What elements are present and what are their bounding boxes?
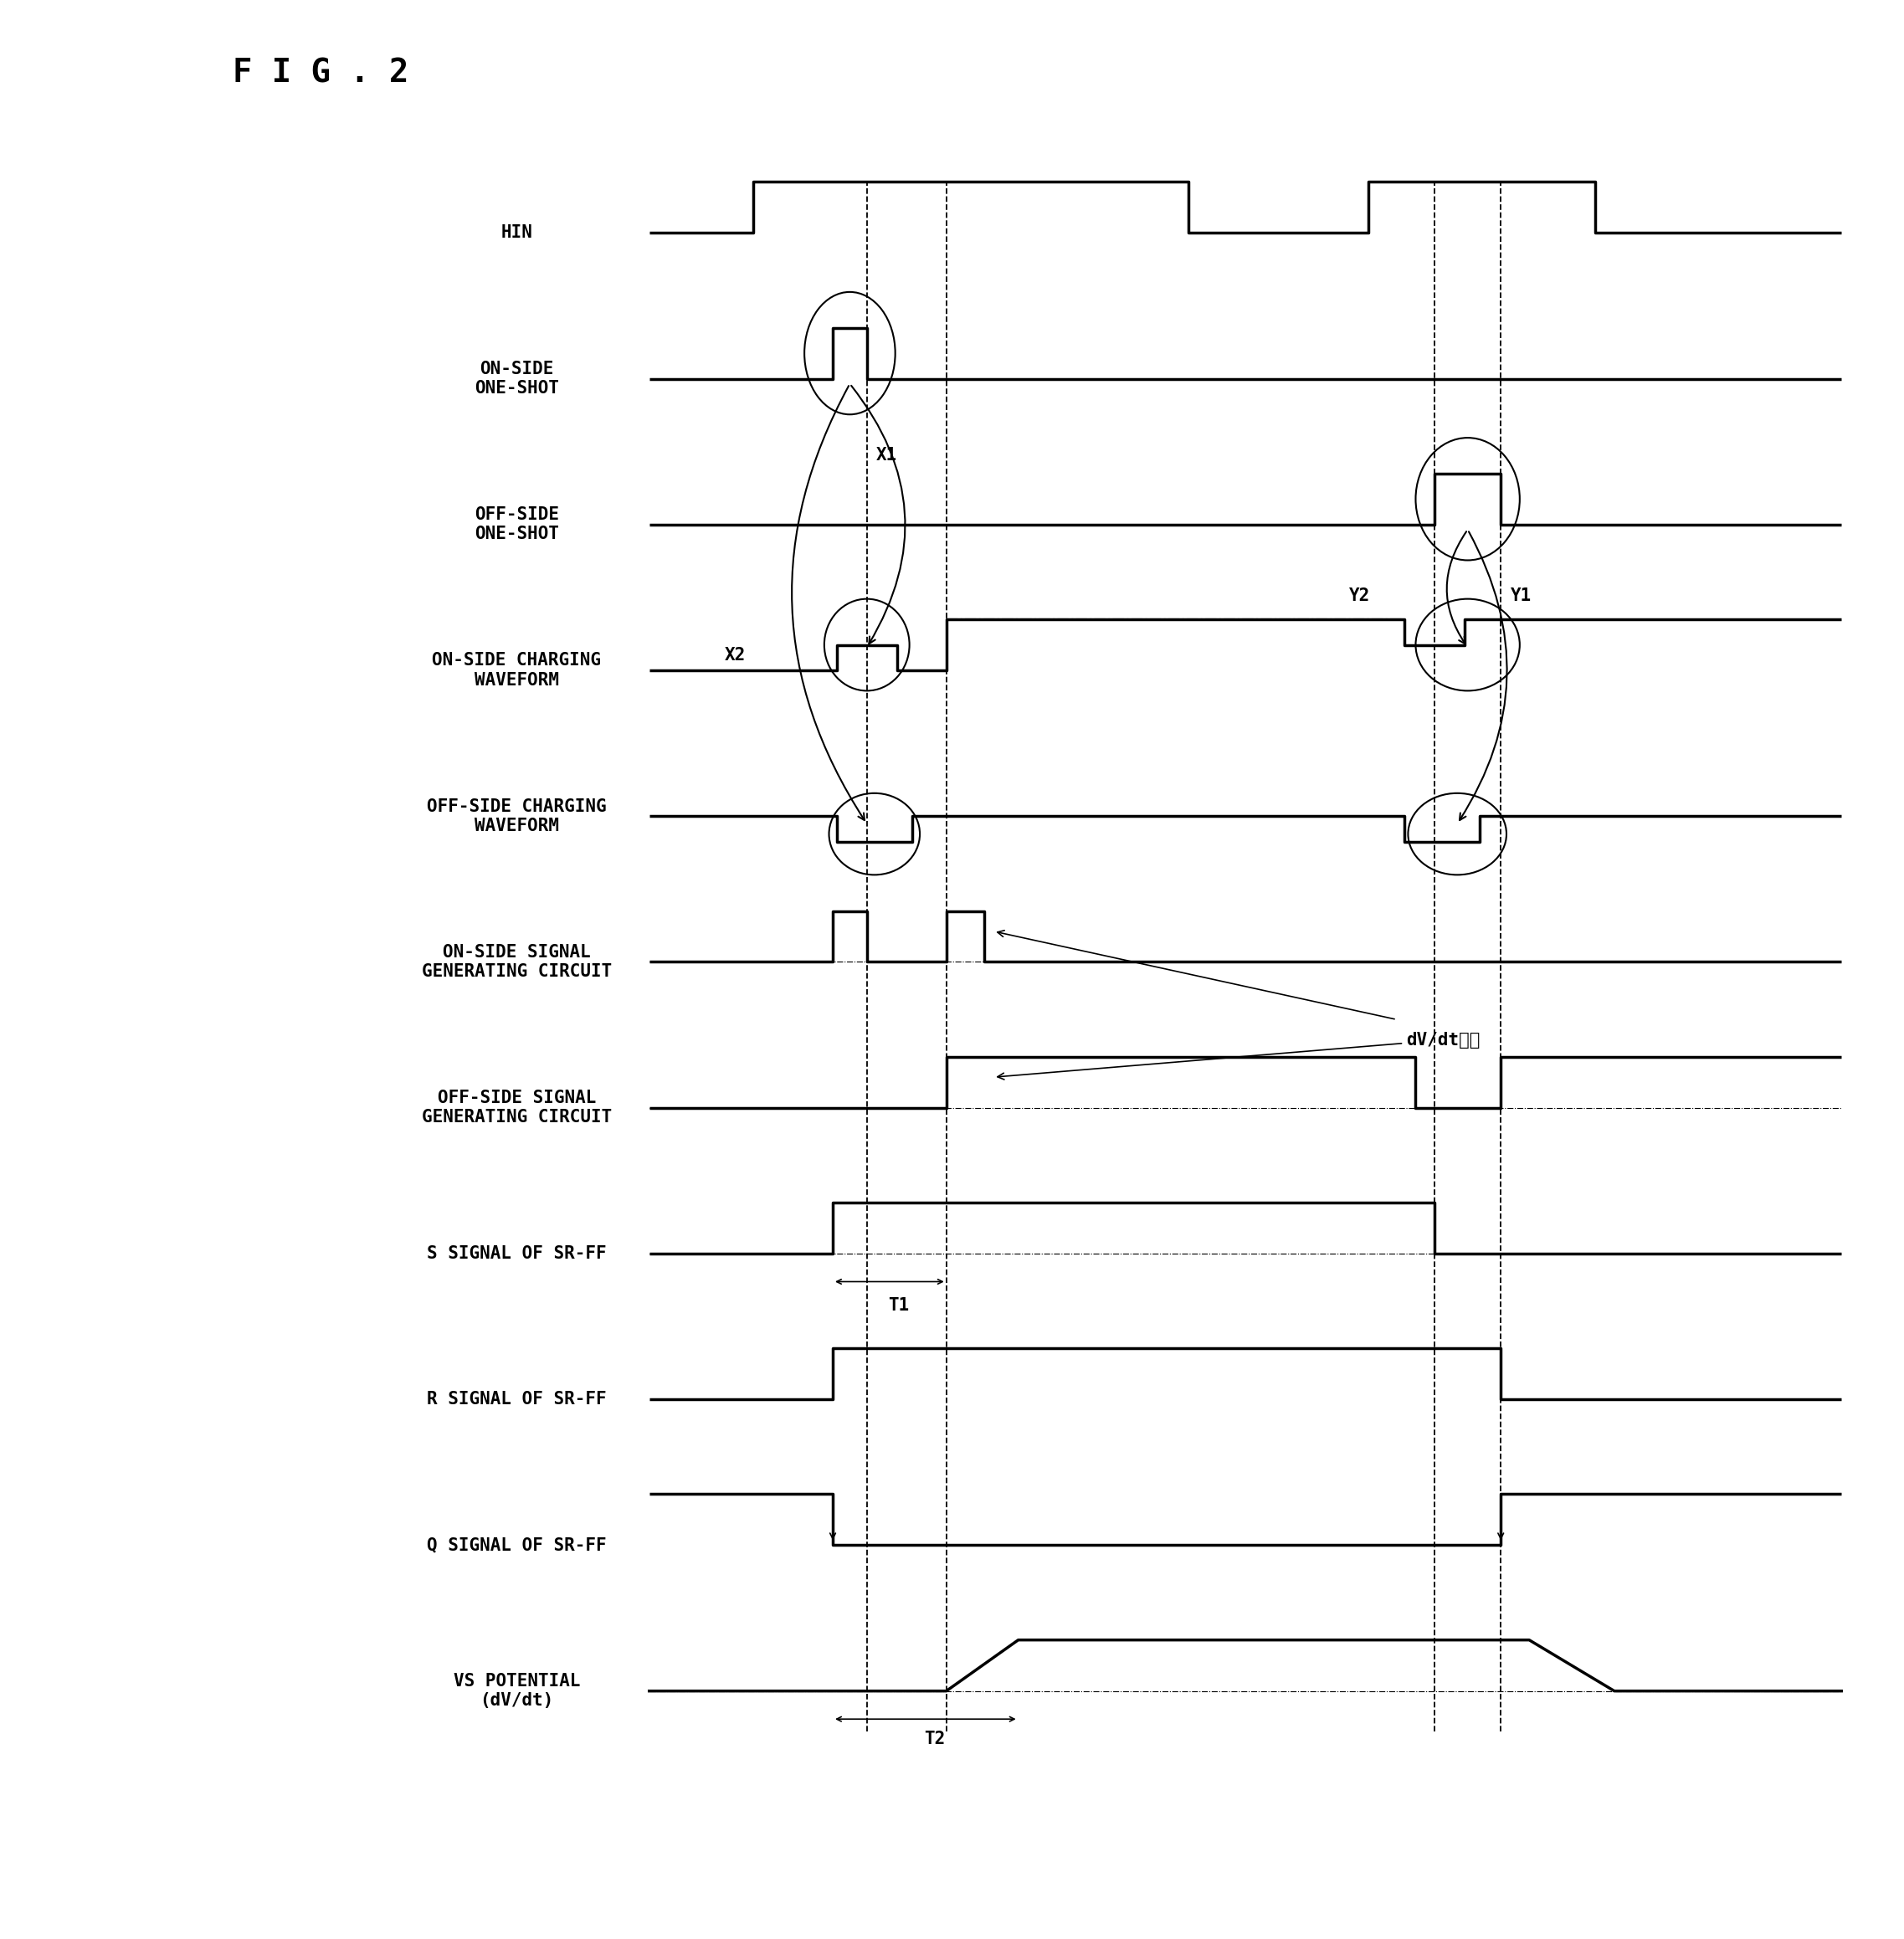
Text: T2: T2	[925, 1732, 946, 1747]
Text: ON-SIDE CHARGING
WAVEFORM: ON-SIDE CHARGING WAVEFORM	[432, 652, 602, 688]
Text: ON-SIDE
ONE-SHOT: ON-SIDE ONE-SHOT	[474, 361, 560, 397]
Text: S SIGNAL OF SR-FF: S SIGNAL OF SR-FF	[426, 1245, 607, 1262]
Text: X2: X2	[725, 648, 746, 663]
Text: Q SIGNAL OF SR-FF: Q SIGNAL OF SR-FF	[426, 1538, 607, 1553]
Text: OFF-SIDE SIGNAL
GENERATING CIRCUIT: OFF-SIDE SIGNAL GENERATING CIRCUIT	[421, 1090, 611, 1127]
Text: X1: X1	[876, 446, 897, 463]
Text: Y2: Y2	[1350, 588, 1371, 603]
Text: OFF-SIDE CHARGING
WAVEFORM: OFF-SIDE CHARGING WAVEFORM	[426, 799, 607, 834]
Text: Y1: Y1	[1510, 588, 1531, 603]
Text: dV/dt起因: dV/dt起因	[998, 1032, 1479, 1080]
Text: OFF-SIDE
ONE-SHOT: OFF-SIDE ONE-SHOT	[474, 506, 560, 543]
Text: R SIGNAL OF SR-FF: R SIGNAL OF SR-FF	[426, 1390, 607, 1408]
Text: VS POTENTIAL
(dV/dt): VS POTENTIAL (dV/dt)	[453, 1673, 581, 1708]
Text: ON-SIDE SIGNAL
GENERATING CIRCUIT: ON-SIDE SIGNAL GENERATING CIRCUIT	[421, 944, 611, 979]
Text: HIN: HIN	[501, 225, 533, 240]
Text: F I G . 2: F I G . 2	[232, 58, 409, 89]
Text: T1: T1	[889, 1297, 910, 1315]
